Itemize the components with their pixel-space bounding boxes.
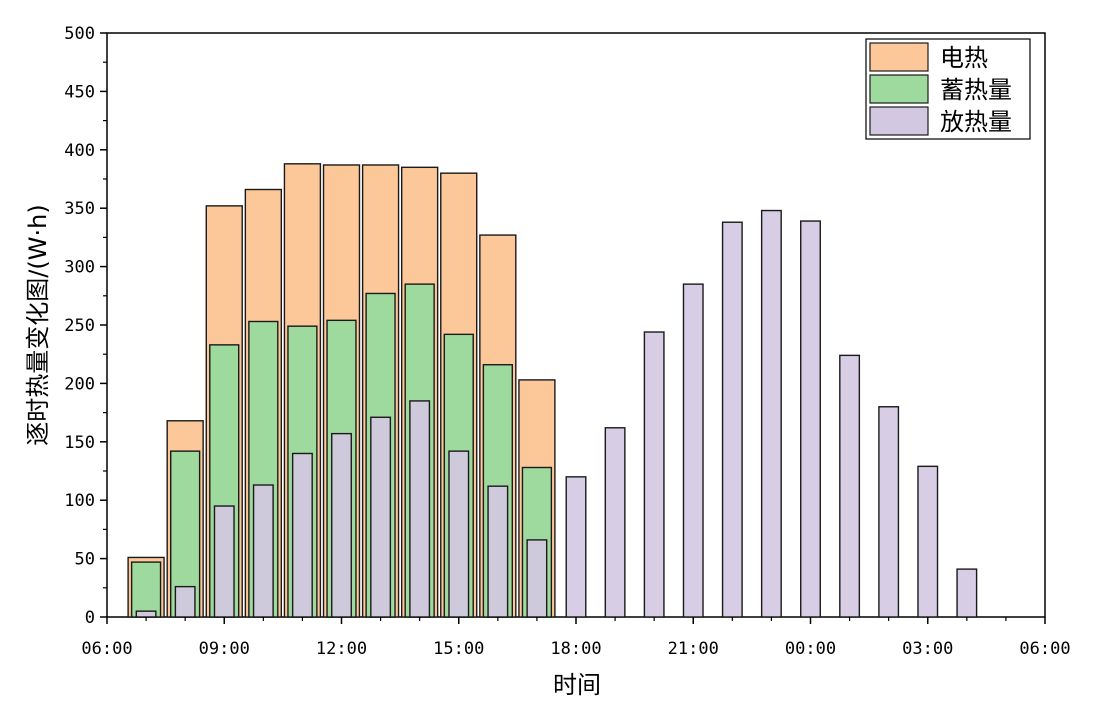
bar-released-0200 bbox=[878, 406, 900, 618]
x-tick-label: 21:00 bbox=[668, 639, 719, 659]
y-tick-label: 450 bbox=[64, 82, 95, 102]
bar-released-1700 bbox=[526, 539, 548, 618]
x-tick-label: 06:00 bbox=[1019, 639, 1070, 659]
bar-released-1300 bbox=[370, 416, 392, 618]
bar-released-1200 bbox=[331, 432, 352, 618]
bar-released-1500 bbox=[448, 450, 470, 618]
x-tick-label: 12:00 bbox=[316, 639, 367, 659]
bar-released-0300 bbox=[917, 465, 939, 618]
bar-released-0000 bbox=[800, 220, 821, 618]
y-tick-label: 250 bbox=[64, 316, 95, 336]
y-tick-label: 0 bbox=[85, 608, 95, 628]
x-tick-label: 15:00 bbox=[433, 639, 484, 659]
y-tick-label: 400 bbox=[64, 141, 95, 161]
y-tick-label: 200 bbox=[64, 374, 95, 394]
bar-released-2000 bbox=[643, 331, 665, 618]
bar-released-2100 bbox=[682, 283, 704, 618]
bar-released-2200 bbox=[721, 221, 743, 618]
legend-label: 蓄热量 bbox=[940, 76, 1012, 104]
bar-released-1900 bbox=[604, 427, 626, 618]
bar-released-1000 bbox=[252, 484, 274, 618]
y-tick-label: 50 bbox=[75, 550, 95, 570]
bar-stored-0700 bbox=[130, 561, 162, 618]
legend-swatch bbox=[869, 106, 929, 136]
bar-released-0800 bbox=[174, 585, 196, 618]
legend-label: 放热量 bbox=[940, 108, 1012, 136]
bar-released-0700 bbox=[135, 610, 157, 618]
y-tick-label: 500 bbox=[64, 24, 95, 44]
y-tick-label: 350 bbox=[64, 199, 95, 219]
legend-swatch bbox=[869, 74, 929, 104]
x-axis-title: 时间 bbox=[553, 671, 601, 699]
bars-group bbox=[127, 163, 978, 618]
y-axis-title: 逐时热量变化图/(W·h) bbox=[24, 204, 52, 445]
y-tick-label: 300 bbox=[64, 258, 95, 278]
bar-released-0100 bbox=[839, 354, 861, 618]
bar-released-2300 bbox=[760, 209, 782, 618]
bar-released-1600 bbox=[487, 485, 509, 618]
x-tick-label: 00:00 bbox=[785, 639, 836, 659]
bar-released-0400 bbox=[956, 568, 978, 618]
axes-group: 0 50 100 150 200 250 300 350 400 450 500 06:00 09:00… bbox=[64, 24, 1070, 659]
bar-released-1400 bbox=[409, 400, 431, 618]
x-tick-label: 03:00 bbox=[902, 639, 953, 659]
bar-released-0900 bbox=[213, 505, 235, 618]
legend-label: 电热 bbox=[940, 44, 988, 72]
x-tick-label: 06:00 bbox=[81, 639, 132, 659]
bar-released-1800 bbox=[565, 476, 587, 618]
x-tick-label: 18:00 bbox=[550, 639, 601, 659]
x-tick-label: 09:00 bbox=[199, 639, 250, 659]
legend-swatch bbox=[869, 42, 929, 72]
y-tick-label: 100 bbox=[64, 491, 95, 511]
bar-released-1100 bbox=[291, 452, 313, 618]
y-tick-label: 150 bbox=[64, 433, 95, 453]
